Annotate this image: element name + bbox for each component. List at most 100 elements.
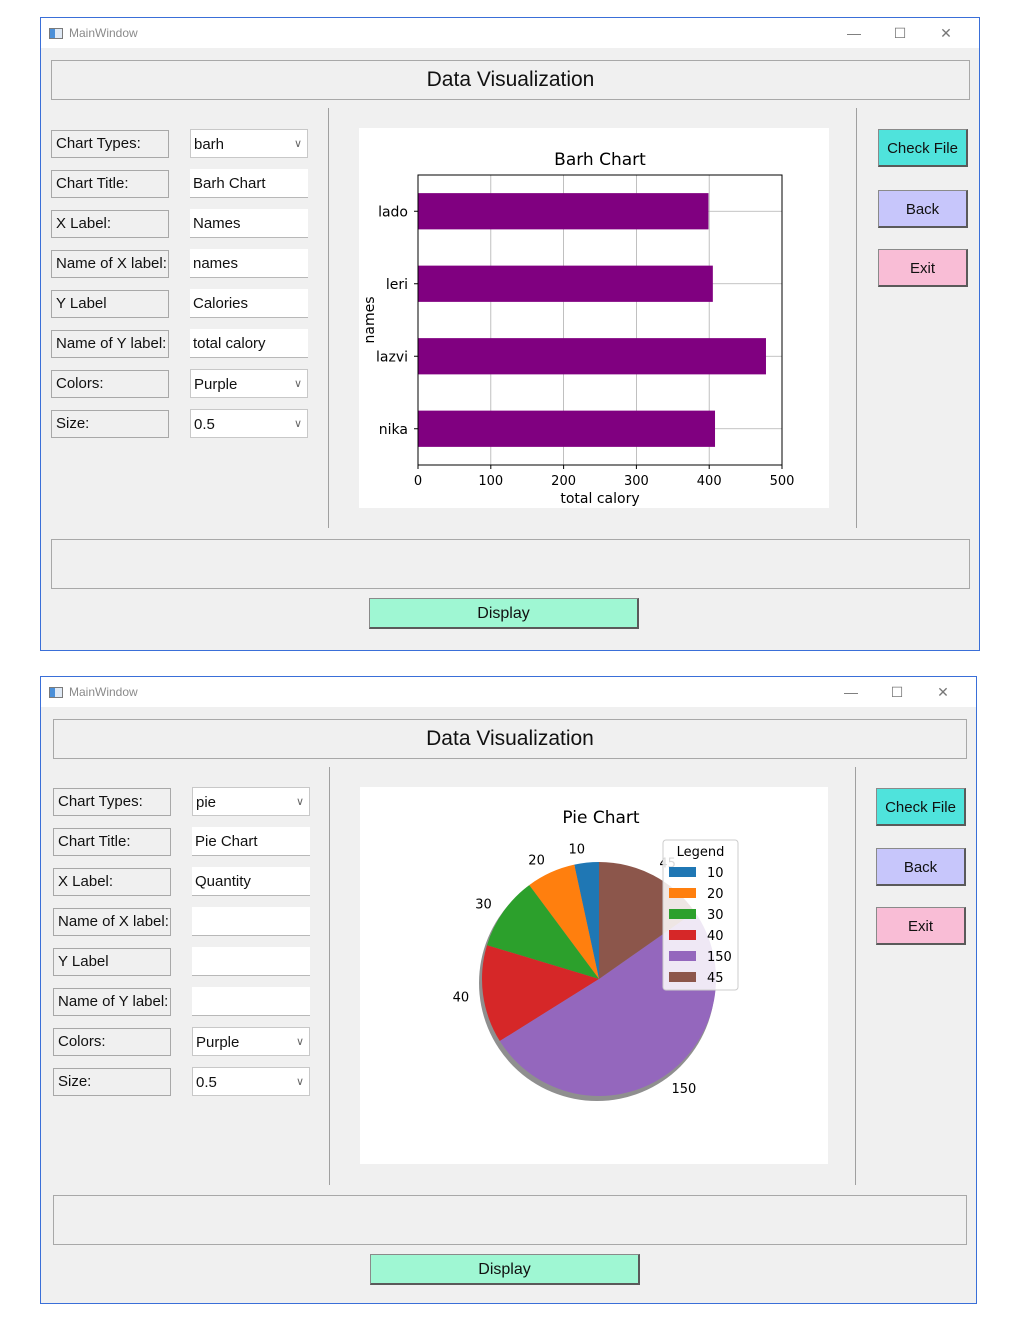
chart-plot-area: Pie Chart1020304015045Legend102030401504… <box>360 787 828 1164</box>
bar-chart: Barh Chart nika lazvi leri lado 0 100 200 300 400… <box>362 150 795 507</box>
check-file-button[interactable]: Check File <box>876 788 966 826</box>
text-field[interactable] <box>192 987 310 1016</box>
legend-label: 30 <box>707 908 724 923</box>
exit-button[interactable]: Exit <box>876 907 966 945</box>
chevron-down-icon: ∨ <box>295 1036 304 1048</box>
minimize-icon[interactable]: — <box>847 25 861 41</box>
form-label: Chart Types: <box>53 788 171 816</box>
combo-box[interactable]: Purple ∨ <box>192 1027 310 1056</box>
window-title: MainWindow <box>69 26 138 40</box>
combo-box[interactable]: barh ∨ <box>190 129 308 158</box>
maximize-icon[interactable]: ☐ <box>893 24 907 41</box>
field-value: total calory <box>193 335 266 352</box>
maximize-icon[interactable]: ☐ <box>890 683 904 700</box>
field-value: 0.5 <box>196 1074 217 1091</box>
legend-swatch <box>669 867 696 877</box>
window-title: MainWindow <box>69 685 138 699</box>
text-field[interactable]: Names <box>190 209 308 238</box>
legend-swatch <box>669 930 696 940</box>
text-field[interactable]: Calories <box>190 289 308 318</box>
x-tick-label: 300 <box>624 474 649 489</box>
form-label: Chart Title: <box>53 828 171 856</box>
legend-swatch <box>669 951 696 961</box>
field-value: names <box>193 255 239 272</box>
divider-left <box>328 108 329 528</box>
display-button[interactable]: Display <box>369 598 639 629</box>
legend-label: 45 <box>707 971 724 986</box>
legend-swatch <box>669 888 696 898</box>
divider-right <box>855 767 856 1185</box>
app-icon <box>49 27 63 39</box>
x-tick-label: 100 <box>478 474 503 489</box>
combo-box[interactable]: pie ∨ <box>192 787 310 816</box>
chevron-down-icon: ∨ <box>293 418 302 430</box>
text-field[interactable]: Barh Chart <box>190 169 308 198</box>
form-label: X Label: <box>53 868 171 896</box>
field-value: Quantity <box>195 873 251 890</box>
exit-button[interactable]: Exit <box>878 249 968 287</box>
display-button[interactable]: Display <box>370 1254 640 1285</box>
field-value: Names <box>193 215 241 232</box>
form-label: Y Label <box>51 290 169 318</box>
x-axis-label: total calory <box>560 491 639 507</box>
x-tick-label: 200 <box>551 474 576 489</box>
back-button[interactable]: Back <box>878 190 968 228</box>
slice-label: 10 <box>569 843 586 858</box>
field-value: pie <box>196 794 217 811</box>
title-bar[interactable]: MainWindow — ☐ ✕ <box>41 677 976 707</box>
x-tick-label: 500 <box>770 474 795 489</box>
bar <box>418 338 766 375</box>
combo-box[interactable]: 0.5 ∨ <box>190 409 308 438</box>
form-label: Name of X label: <box>51 250 169 278</box>
legend-label: 150 <box>707 950 732 965</box>
legend-label: 10 <box>707 866 724 881</box>
minimize-icon[interactable]: — <box>844 684 858 700</box>
legend-swatch <box>669 972 696 982</box>
close-icon[interactable]: ✕ <box>937 683 949 700</box>
chart-title: Barh Chart <box>554 150 646 170</box>
form-label: Name of Y label: <box>51 330 169 358</box>
field-value: Calories <box>193 295 249 312</box>
x-tick-label: 0 <box>414 474 422 489</box>
chart-plot-area: Barh Chart nika lazvi leri lado 0 100 200 300 400… <box>359 128 829 508</box>
bar <box>418 265 713 302</box>
pie-slice <box>529 864 599 979</box>
y-tick-label: lado <box>378 204 408 220</box>
combo-box[interactable]: Purple ∨ <box>190 369 308 398</box>
x-tick-label: 400 <box>697 474 722 489</box>
field-value: Purple <box>194 376 238 393</box>
y-tick-label: nika <box>379 422 408 438</box>
field-value: Barh Chart <box>193 175 266 192</box>
pie-slice <box>482 945 599 1042</box>
plot-frame <box>417 174 783 466</box>
main-window-1: MainWindow — ☐ ✕ Data Visualization Char… <box>40 17 980 651</box>
form-label: Size: <box>51 410 169 438</box>
check-file-button[interactable]: Check File <box>878 129 968 167</box>
text-field[interactable]: Pie Chart <box>192 827 310 856</box>
slice-label: 40 <box>453 990 470 1005</box>
output-box <box>51 539 970 589</box>
legend-title: Legend <box>677 845 725 860</box>
combo-box[interactable]: 0.5 ∨ <box>192 1067 310 1096</box>
y-tick-label: leri <box>386 277 408 293</box>
page-title: Data Visualization <box>53 719 967 759</box>
text-field[interactable]: total calory <box>190 329 308 358</box>
legend-swatch <box>669 909 696 919</box>
title-bar[interactable]: MainWindow — ☐ ✕ <box>41 18 979 48</box>
y-tick-label: lazvi <box>376 349 408 365</box>
text-field[interactable]: Quantity <box>192 867 310 896</box>
chevron-down-icon: ∨ <box>293 378 302 390</box>
close-icon[interactable]: ✕ <box>940 24 952 41</box>
y-axis-label: names <box>362 297 378 344</box>
text-field[interactable] <box>192 907 310 936</box>
back-button[interactable]: Back <box>876 848 966 886</box>
text-field[interactable]: names <box>190 249 308 278</box>
form-label: Name of Y label: <box>53 988 171 1016</box>
legend-label: 20 <box>707 887 724 902</box>
slice-label: 150 <box>671 1082 696 1097</box>
text-field[interactable] <box>192 947 310 976</box>
field-value: 0.5 <box>194 416 215 433</box>
chevron-down-icon: ∨ <box>295 1076 304 1088</box>
output-box <box>53 1195 967 1245</box>
slice-label: 20 <box>528 854 545 869</box>
